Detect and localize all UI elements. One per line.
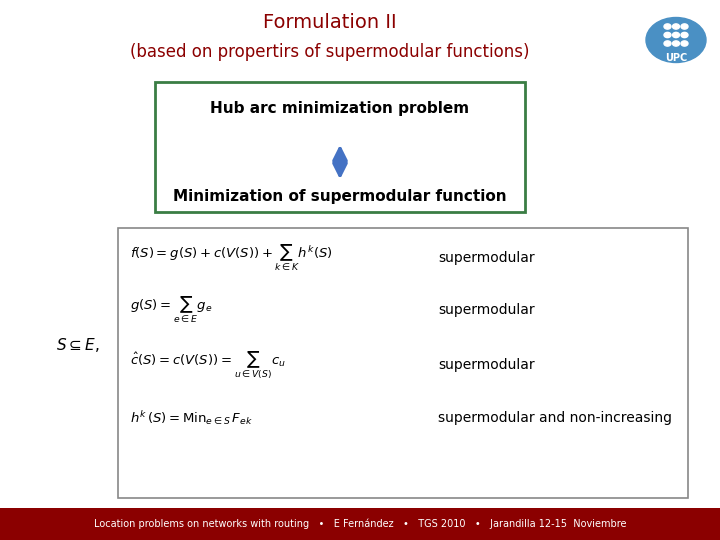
Text: supermodular: supermodular (438, 358, 535, 372)
Circle shape (672, 32, 680, 38)
Circle shape (646, 17, 706, 63)
Bar (0, 508, 720, 540)
Circle shape (681, 32, 688, 38)
Text: $f(S) = g(S)+c(V(S))+\sum_{k\in K} h^k(S)$: $f(S) = g(S)+c(V(S))+\sum_{k\in K} h^k(S… (130, 243, 333, 273)
Text: Location problems on networks with routing   •   E Fernández   •   TGS 2010   • : Location problems on networks with routi… (94, 519, 626, 529)
Text: (based on propertirs of supermodular functions): (based on propertirs of supermodular fun… (130, 43, 530, 61)
Bar (155, 82, 525, 212)
Circle shape (664, 32, 671, 38)
Text: Minimization of supermodular function: Minimization of supermodular function (174, 190, 507, 205)
Text: Formulation II: Formulation II (264, 12, 397, 31)
Circle shape (672, 24, 680, 29)
Text: $S\subseteq E,$: $S\subseteq E,$ (56, 336, 99, 354)
Circle shape (664, 24, 671, 29)
Text: $h^k\,(S) = \mathrm{Min}_{e\in S}\,F_{ek}$: $h^k\,(S) = \mathrm{Min}_{e\in S}\,F_{ek… (130, 409, 253, 427)
Text: supermodular: supermodular (438, 303, 535, 317)
Circle shape (681, 41, 688, 46)
Text: $g(S) = \sum_{e\in E} g_e$: $g(S) = \sum_{e\in E} g_e$ (130, 295, 212, 325)
Text: supermodular and non-increasing: supermodular and non-increasing (438, 411, 672, 425)
Text: UPC: UPC (665, 53, 687, 63)
Circle shape (681, 24, 688, 29)
Bar (118, 228, 688, 498)
Circle shape (672, 41, 680, 46)
Circle shape (664, 41, 671, 46)
Text: Hub arc minimization problem: Hub arc minimization problem (210, 100, 469, 116)
Text: $\hat{c}(S) = c(V(S))=\sum_{u\in V(S)} c_u$: $\hat{c}(S) = c(V(S))=\sum_{u\in V(S)} c… (130, 349, 286, 381)
Text: supermodular: supermodular (438, 251, 535, 265)
